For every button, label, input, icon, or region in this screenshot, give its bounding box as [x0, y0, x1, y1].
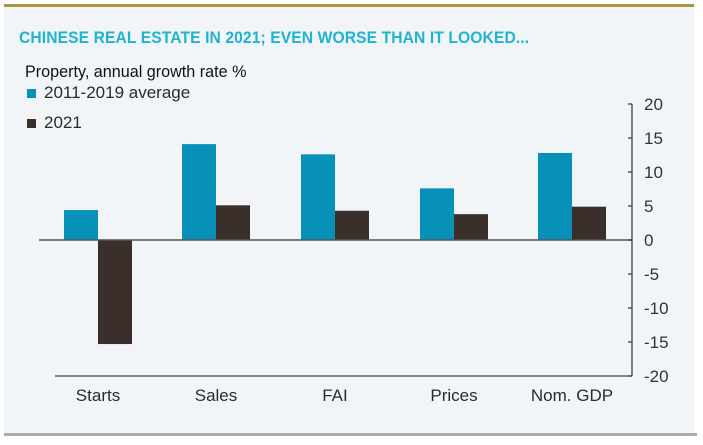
y-tick-label: 0 — [644, 231, 653, 250]
x-tick-label: Prices — [430, 386, 477, 405]
bar-average-starts — [64, 210, 98, 240]
legend-item-2021: 2021 — [27, 113, 82, 133]
chart-subtitle: Property, annual growth rate % — [25, 62, 247, 81]
y-tick-label: 5 — [644, 197, 653, 216]
legend-label-2021: 2021 — [44, 113, 82, 132]
bar-average-nom-gdp — [538, 152, 572, 240]
bar-average-fai — [301, 154, 335, 240]
bar-average-prices — [420, 188, 454, 240]
x-tick-label: Nom. GDP — [531, 386, 613, 405]
bar-2021-prices — [454, 214, 488, 240]
bar-2021-fai — [335, 210, 369, 240]
y-tick-label: -15 — [644, 333, 669, 352]
bar-2021-nom-gdp — [572, 206, 606, 240]
legend-item-average: 2011-2019 average — [27, 83, 190, 103]
legend-label-average: 2011-2019 average — [44, 83, 191, 102]
y-tick-label: 15 — [644, 129, 663, 148]
legend-swatch-2021 — [27, 118, 36, 128]
y-tick-label: -5 — [644, 265, 659, 284]
bottom-rule — [4, 433, 697, 436]
y-tick-label: 10 — [644, 163, 663, 182]
x-tick-label: Sales — [195, 386, 238, 405]
x-tick-label: FAI — [322, 386, 348, 405]
y-tick-label: -20 — [644, 367, 669, 386]
bar-average-sales — [182, 144, 216, 240]
top-rule — [4, 4, 694, 7]
y-tick-label: -10 — [644, 299, 669, 318]
bar-2021-starts — [98, 240, 132, 345]
chart-title: CHINESE REAL ESTATE IN 2021; EVEN WORSE … — [19, 28, 530, 47]
x-tick-label: Starts — [76, 386, 120, 405]
bar-2021-sales — [216, 205, 250, 240]
legend-swatch-average — [27, 88, 36, 98]
y-tick-label: 20 — [644, 95, 663, 114]
